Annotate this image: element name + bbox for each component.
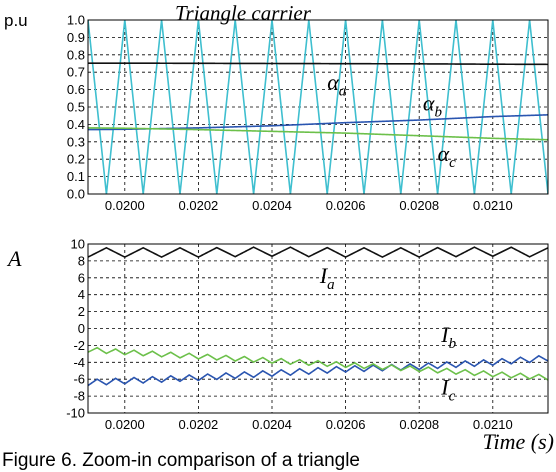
x-tick-label: 0.0210 <box>473 198 513 213</box>
y-tick-label: 0.5 <box>67 100 85 115</box>
y-tick-label: 0.9 <box>67 30 85 45</box>
series-line-Ia <box>88 246 548 259</box>
figure-caption: Figure 6. Zoom-in comparison of a triang… <box>2 450 360 471</box>
series-line-αa <box>88 62 548 66</box>
chart-top: 0.0 0.1 0.2 0.3 0.4 0.5 0.6 0.7 0.8 0.9 1.0 0.0200 0… <box>4 1 549 213</box>
series-label: Ib <box>440 322 456 352</box>
y-tick-label: 6 <box>78 270 85 285</box>
x-tick-label: 0.0208 <box>399 198 439 213</box>
y-tick-label: 4 <box>78 287 85 302</box>
y-tick-label: 8 <box>78 253 85 268</box>
y-tick-label: 0 <box>78 321 85 336</box>
y-tick-label: -8 <box>73 389 85 404</box>
y-tick-label: 0.0 <box>67 187 85 202</box>
series-label: αa <box>327 70 346 100</box>
plot-area <box>88 246 548 387</box>
x-tick-label: 0.0210 <box>473 417 513 432</box>
triangle-carrier-line <box>88 20 548 194</box>
series-label: Ia <box>319 263 335 293</box>
chart-bottom: -10 -8 -6 -4 -2 0 2 4 6 810 0.0200 0.0202 0.0204 0.02… <box>6 237 554 455</box>
series-label: Ic <box>440 374 455 404</box>
x-tick-label: 0.0204 <box>252 417 292 432</box>
y-tick-label: -6 <box>73 372 85 387</box>
series-line-Ib <box>88 354 548 387</box>
series-label: αb <box>423 90 443 120</box>
series-line-αc <box>88 127 548 141</box>
plot-frame <box>87 243 549 414</box>
y-tick-label: -4 <box>73 355 85 370</box>
x-tick-label: 0.0208 <box>399 417 439 432</box>
x-tick-label: 0.0200 <box>105 198 145 213</box>
y-tick-label: 0.7 <box>67 65 85 80</box>
y-tick-label: -10 <box>66 406 85 421</box>
x-tick-label: 0.0200 <box>105 417 145 432</box>
plot-area <box>88 20 548 194</box>
x-tick-label: 0.0206 <box>326 417 366 432</box>
chart-title: Triangle carrier <box>175 1 312 25</box>
series-line-αb <box>88 114 548 131</box>
y-tick-label: 0.8 <box>67 47 85 62</box>
y-tick-label: 2 <box>78 304 85 319</box>
y-axis-label: A <box>6 246 22 271</box>
y-tick-label: 10 <box>71 237 85 252</box>
x-tick-label: 0.0202 <box>179 417 219 432</box>
y-tick-label: 0.2 <box>67 152 85 167</box>
y-tick-label: 1.0 <box>67 13 85 28</box>
y-tick-label: -2 <box>73 338 85 353</box>
x-axis-label: Time (s) <box>483 429 555 454</box>
x-tick-label: 0.0206 <box>326 198 366 213</box>
y-tick-label: 0.1 <box>67 169 85 184</box>
x-tick-label: 0.0202 <box>179 198 219 213</box>
series-line-Ic <box>88 346 548 381</box>
x-tick-label: 0.0204 <box>252 198 292 213</box>
y-tick-label: 0.4 <box>67 117 85 132</box>
y-axis-label: p.u <box>4 11 28 30</box>
series-label: αc <box>438 141 457 171</box>
plot-frame <box>87 19 549 195</box>
y-tick-label: 0.6 <box>67 82 85 97</box>
y-tick-label: 0.3 <box>67 134 85 149</box>
